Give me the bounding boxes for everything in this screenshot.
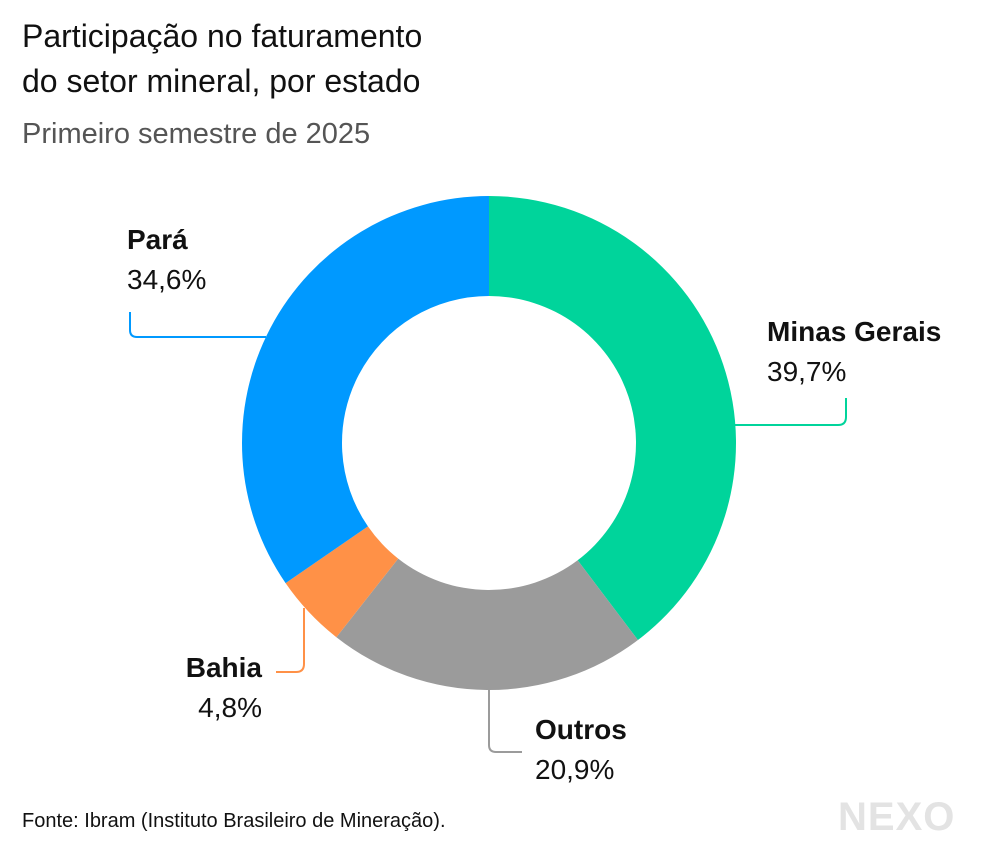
- label-name: Outros: [535, 714, 627, 745]
- slice-bahia: [285, 526, 399, 638]
- label-value: 20,9%: [535, 754, 615, 785]
- slice-outros: [336, 558, 638, 691]
- label-outros: Outros 20,9%: [535, 710, 627, 790]
- source-note: Fonte: Ibram (Instituto Brasileiro de Mi…: [22, 810, 446, 832]
- label-value: 4,8%: [198, 692, 262, 723]
- slice-par-: [242, 196, 489, 584]
- title-line-2: do setor mineral, por estado: [22, 63, 421, 99]
- title-line-1: Participação no faturamento: [22, 18, 423, 54]
- leader-para: [129, 312, 266, 338]
- label-bahia: Bahia 4,8%: [150, 648, 262, 728]
- label-value: 34,6%: [127, 264, 207, 295]
- chart-subtitle: Primeiro semestre de 2025: [22, 118, 371, 150]
- leader-minas-gerais: [735, 398, 847, 426]
- chart-title: Participação no faturamento do setor min…: [22, 14, 422, 104]
- leader-outros: [488, 690, 522, 753]
- label-name: Minas Gerais: [767, 316, 942, 347]
- slice-minas-gerais: [489, 196, 736, 641]
- label-minas-gerais: Minas Gerais 39,7%: [767, 312, 941, 392]
- leader-bahia: [276, 608, 305, 673]
- label-para: Pará 34,6%: [127, 220, 206, 300]
- nexo-logo: NEXO: [838, 795, 956, 839]
- label-value: 39,7%: [767, 356, 847, 387]
- label-name: Bahia: [185, 652, 262, 683]
- label-name: Pará: [127, 224, 188, 255]
